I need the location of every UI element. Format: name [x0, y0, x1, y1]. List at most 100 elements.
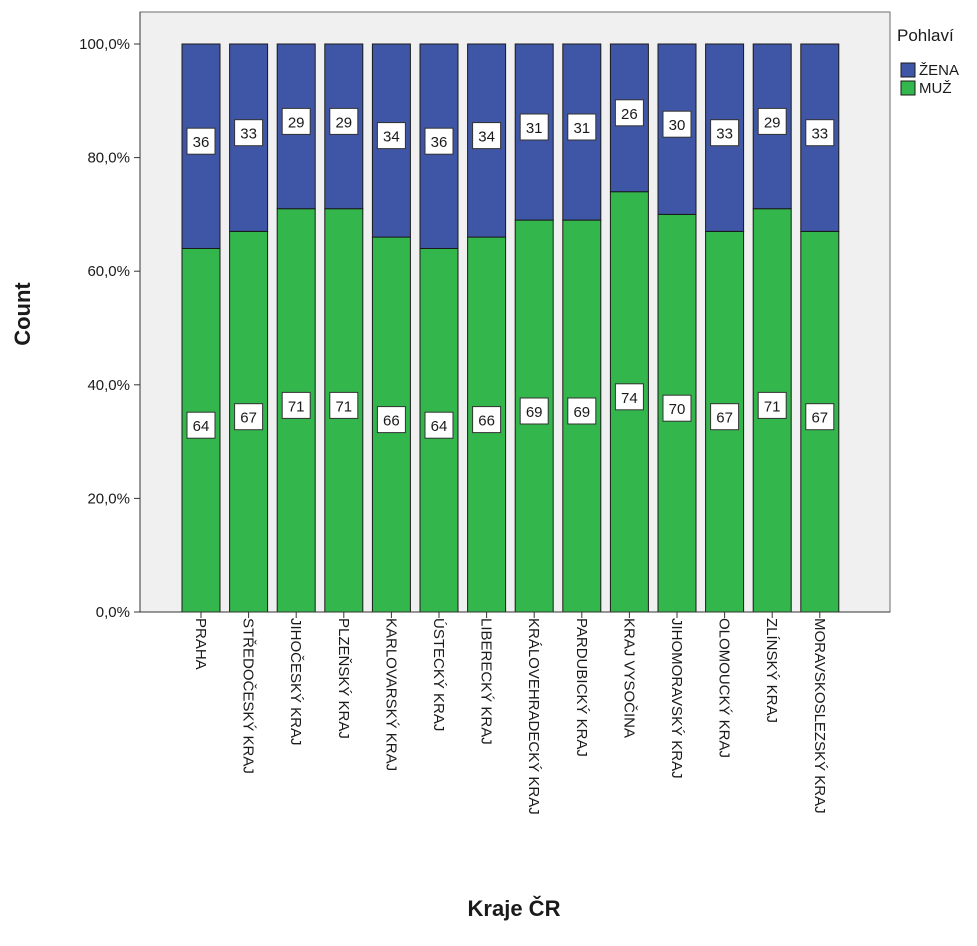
- x-tick-label: PLZEŇSKÝ KRAJ: [335, 618, 352, 739]
- data-label-text: 66: [478, 413, 495, 430]
- data-label-text: 34: [383, 129, 400, 146]
- data-label: 69: [519, 397, 549, 425]
- data-label-box: [376, 406, 406, 434]
- data-label-box: [567, 113, 597, 141]
- data-label-box: [757, 107, 787, 135]
- data-label: 74: [614, 383, 644, 411]
- data-label-box: [519, 397, 549, 425]
- y-tick-label: 80,0%: [87, 150, 130, 167]
- data-label: 30: [662, 110, 692, 138]
- data-label-text: 33: [240, 126, 257, 143]
- data-label-text: 71: [288, 398, 305, 415]
- data-label: 70: [662, 394, 692, 422]
- y-axis: 0,0% 20,0% 40,0% 60,0% 80,0% 100,0%: [79, 12, 141, 621]
- y-tick-label: 40,0%: [87, 377, 130, 394]
- x-tick-label: ÚSTECKÝ KRAJ: [430, 618, 447, 731]
- data-label: 31: [567, 113, 597, 141]
- data-label-box: [376, 122, 406, 150]
- legend-item-label: MUŽ: [919, 80, 952, 97]
- y-tick-label: 100,0%: [79, 36, 130, 53]
- data-label-box: [329, 391, 359, 419]
- x-tick-label: JIHOMORAVSKÝ KRAJ: [668, 618, 685, 779]
- bars-layer: 64 36 67 33 71 29 71 29 66 34 64 36 66 34 69 31 69 31 74 26…: [181, 43, 840, 613]
- x-axis-title: Kraje ČR: [468, 896, 561, 921]
- data-label-box: [329, 107, 359, 135]
- data-label-box: [281, 391, 311, 419]
- data-label: 29: [329, 107, 359, 135]
- data-label: 33: [805, 119, 835, 147]
- data-label: 64: [424, 411, 454, 439]
- data-label: 64: [186, 411, 216, 439]
- data-label: 34: [472, 122, 502, 150]
- data-label-text: 74: [621, 390, 638, 407]
- data-label-box: [567, 397, 597, 425]
- data-label: 34: [376, 122, 406, 150]
- data-label: 66: [376, 406, 406, 434]
- data-label-text: 71: [335, 398, 352, 415]
- x-tick-label: STŘEDOČESKÝ KRAJ: [240, 618, 257, 774]
- legend-title: Pohlaví: [897, 26, 954, 45]
- data-label-box: [424, 127, 454, 155]
- data-label-text: 31: [573, 120, 590, 137]
- data-label-text: 30: [669, 117, 686, 134]
- data-label: 69: [567, 397, 597, 425]
- data-label-text: 33: [716, 126, 733, 143]
- y-tick-label: 60,0%: [87, 263, 130, 280]
- data-label-text: 29: [764, 114, 781, 131]
- data-label-box: [472, 122, 502, 150]
- data-label-text: 67: [811, 410, 828, 427]
- data-label-text: 70: [669, 401, 686, 418]
- data-label-text: 29: [288, 114, 305, 131]
- data-label-box: [662, 394, 692, 422]
- data-label-text: 36: [193, 134, 210, 151]
- data-label-box: [472, 406, 502, 434]
- data-label: 36: [424, 127, 454, 155]
- x-tick-label: MORAVSKOSLEZSKÝ KRAJ: [811, 618, 828, 814]
- data-label-box: [186, 127, 216, 155]
- data-label: 67: [234, 403, 264, 431]
- data-label-text: 29: [335, 114, 352, 131]
- data-label-box: [805, 119, 835, 147]
- data-label: 67: [805, 403, 835, 431]
- data-label-text: 67: [716, 410, 733, 427]
- data-label-text: 64: [193, 418, 210, 435]
- data-label: 26: [614, 99, 644, 127]
- data-label: 66: [472, 406, 502, 434]
- data-label-text: 26: [621, 106, 638, 123]
- legend-swatch: [900, 80, 916, 96]
- x-tick-label: ZLÍNSKÝ KRAJ: [763, 618, 780, 723]
- data-label: 71: [281, 391, 311, 419]
- data-label-box: [614, 383, 644, 411]
- x-axis: PRAHA STŘEDOČESKÝ KRAJ JIHOČESKÝ KRAJ PLZEŇ…: [140, 611, 890, 815]
- data-label-text: 71: [764, 398, 781, 415]
- data-label: 29: [757, 107, 787, 135]
- data-label-text: 31: [526, 120, 543, 137]
- data-label-box: [234, 403, 264, 431]
- data-label: 36: [186, 127, 216, 155]
- legend-item-label: ŽENA: [919, 62, 959, 79]
- data-label-text: 64: [431, 418, 448, 435]
- data-label-box: [805, 403, 835, 431]
- x-tick-label: JIHOČESKÝ KRAJ: [287, 618, 304, 746]
- x-tick-label: KARLOVARSKÝ KRAJ: [382, 618, 399, 771]
- data-label: 67: [710, 403, 740, 431]
- data-label: 71: [757, 391, 787, 419]
- data-label: 29: [281, 107, 311, 135]
- data-label-text: 69: [526, 404, 543, 421]
- y-axis-title: Count: [10, 282, 35, 346]
- x-tick-label: OLOMOUCKÝ KRAJ: [716, 618, 733, 758]
- legend-swatch: [900, 62, 916, 78]
- data-label-text: 69: [573, 404, 590, 421]
- x-tick-label: KRAJ VYSOČINA: [620, 618, 637, 738]
- data-label: 33: [710, 119, 740, 147]
- data-label-text: 66: [383, 413, 400, 430]
- data-label-box: [662, 110, 692, 138]
- data-label-text: 34: [478, 129, 495, 146]
- data-label-box: [614, 99, 644, 127]
- data-label-box: [234, 119, 264, 147]
- x-tick-label: LIBERECKÝ KRAJ: [478, 618, 495, 745]
- data-label-box: [424, 411, 454, 439]
